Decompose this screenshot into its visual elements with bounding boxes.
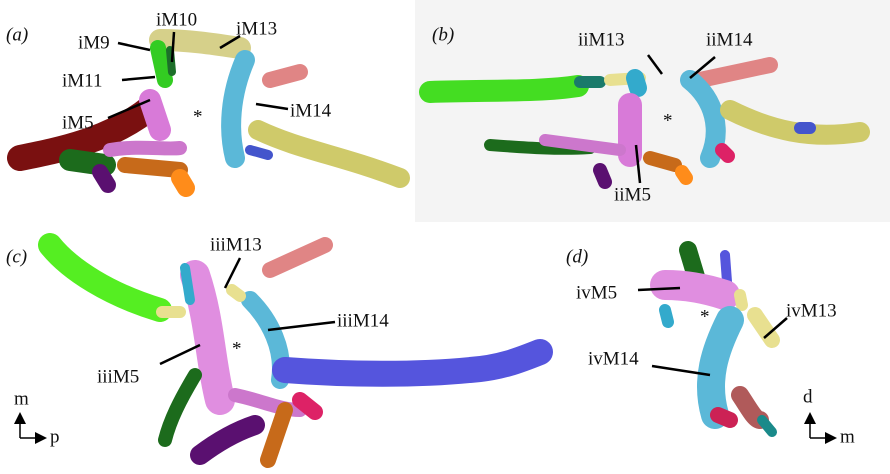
structure-label: iM9 <box>78 32 110 53</box>
structure-label: iiiM14 <box>337 310 389 331</box>
structure-label: iM11 <box>62 70 102 91</box>
structure-label: ivM5 <box>576 282 617 303</box>
asterisk: * <box>193 106 203 127</box>
structure-label: iM5 <box>62 112 94 133</box>
structure-label: iiiM13 <box>210 234 262 255</box>
panel-d-render <box>665 250 772 432</box>
structure-label: iiM14 <box>706 29 753 50</box>
panel-letter: (a) <box>6 24 28 45</box>
orientation-label: p <box>50 426 60 447</box>
structure-label: iiM5 <box>614 184 651 205</box>
structure-label: ivM13 <box>786 300 837 321</box>
panel-c-render <box>50 245 540 460</box>
figure: (a) * iM9 iM10 iM11 iM5 iM13 iM14 (b) * … <box>0 0 890 474</box>
structure-label: iM14 <box>290 100 332 121</box>
page: {"panels":[ {"letter":"(a)","asterisk":"… <box>0 0 890 474</box>
asterisk: * <box>663 110 673 131</box>
panel-letter: (c) <box>6 246 27 267</box>
structure-label: iM10 <box>156 9 197 30</box>
panel-letter: (d) <box>566 246 588 267</box>
panel-background <box>415 0 890 222</box>
orientation-label: m <box>840 426 855 447</box>
structure-label: iiiM5 <box>97 366 139 387</box>
panel-letter: (b) <box>432 24 454 45</box>
asterisk: * <box>700 306 710 327</box>
orientation-label: d <box>803 386 813 407</box>
structure-label: ivM14 <box>588 348 639 369</box>
structure-label: iM13 <box>236 18 277 39</box>
orientation-label: m <box>14 388 29 409</box>
structure-label: iiM13 <box>578 29 624 50</box>
asterisk: * <box>232 338 242 359</box>
